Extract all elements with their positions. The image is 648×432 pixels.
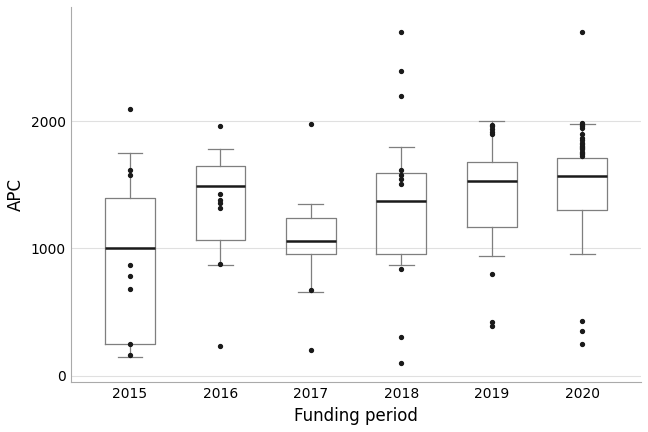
Y-axis label: APC: APC: [7, 178, 25, 211]
X-axis label: Funding period: Funding period: [294, 407, 418, 425]
